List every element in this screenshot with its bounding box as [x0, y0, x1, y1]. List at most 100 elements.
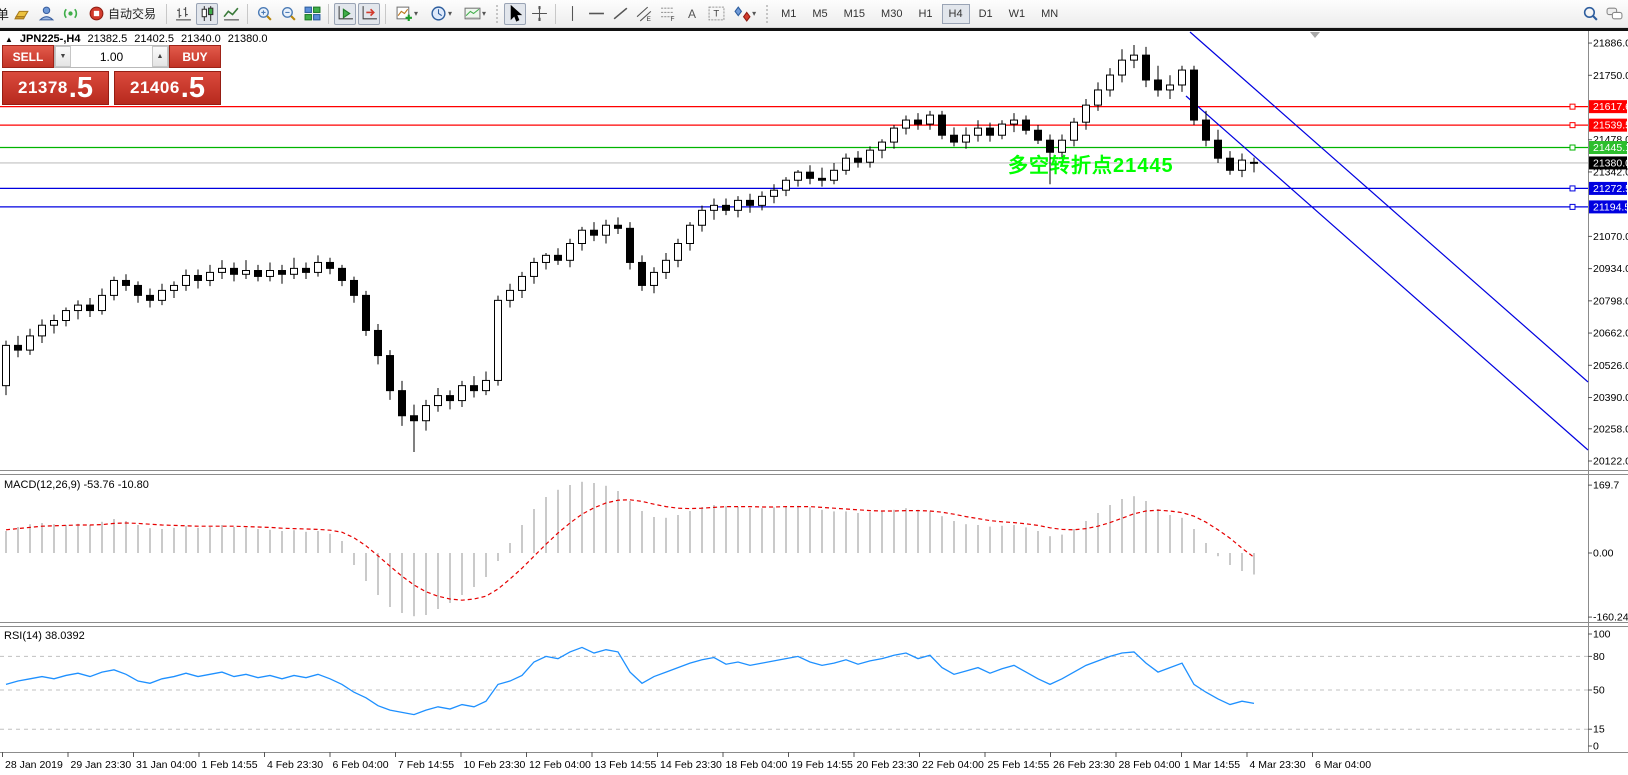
trendline-tool[interactable]: [609, 3, 631, 25]
candle-body: [86, 304, 94, 312]
candle-body: [206, 271, 214, 281]
candle-body: [686, 224, 694, 244]
autotrade-button[interactable]: 自动交易: [83, 3, 161, 25]
tab-timeframe-W1[interactable]: W1: [1008, 7, 1026, 20]
toolbar-drag-handle[interactable]: [495, 3, 501, 24]
hline-handle[interactable]: [1569, 144, 1576, 151]
candle-body: [182, 274, 190, 286]
tab-timeframe-MN[interactable]: MN: [1041, 7, 1059, 20]
candle-body: [830, 169, 838, 181]
hline-handle[interactable]: [1569, 185, 1576, 192]
zoom-out-button[interactable]: [277, 3, 299, 25]
shift-marker-icon[interactable]: [1310, 32, 1320, 38]
macd-header: MACD(12,26,9) -53.76 -10.80: [4, 479, 149, 491]
pane-separator[interactable]: [0, 474, 1628, 475]
price-tick-label: 20662.0: [1593, 328, 1628, 340]
tile-windows-button[interactable]: [301, 3, 323, 25]
cursor-button[interactable]: [504, 2, 527, 25]
tab-timeframe-M30[interactable]: M30: [881, 7, 903, 20]
rsi-line: [5, 646, 1255, 716]
volume-increase-button[interactable]: ▲: [152, 46, 168, 67]
tab-timeframe-D1[interactable]: D1: [978, 7, 993, 20]
price-tick-label: 20798.0: [1593, 295, 1628, 307]
sell-button[interactable]: SELL: [2, 45, 54, 68]
equidistant-channel-icon: E: [636, 6, 651, 22]
candle-chart-button[interactable]: [196, 2, 219, 25]
buy-button[interactable]: BUY: [169, 45, 221, 68]
vertical-line-tool[interactable]: [561, 3, 583, 25]
tab-timeframe-H4[interactable]: H4: [941, 3, 970, 24]
cursor-arrow-icon: [510, 5, 522, 22]
fibonacci-tool[interactable]: F: [657, 3, 679, 25]
tab-timeframe-H1[interactable]: H1: [918, 7, 933, 20]
candle-body: [1022, 119, 1030, 131]
buy-price-display[interactable]: 21406 .5: [114, 71, 221, 105]
templates-button[interactable]: ▾: [459, 3, 491, 25]
new-order-button[interactable]: 单: [0, 7, 10, 22]
candle-body: [914, 119, 922, 125]
auto-scroll-button[interactable]: [334, 2, 357, 25]
buy-price-frac: .5: [180, 71, 205, 104]
sell-price-display[interactable]: 21378 .5: [2, 71, 109, 105]
crosshair-button[interactable]: [528, 3, 550, 25]
price-badge: [1589, 141, 1627, 155]
hline-handle[interactable]: [1569, 122, 1576, 129]
dropdown-arrow-icon: ▾: [414, 9, 419, 18]
candle-body: [758, 195, 766, 206]
dropdown-arrow-icon: ▾: [448, 9, 453, 18]
zoom-in-button[interactable]: [253, 3, 275, 25]
hline-handle[interactable]: [1569, 103, 1576, 110]
tab-timeframe-M1[interactable]: M1: [781, 7, 797, 20]
tab-timeframe-M15[interactable]: M15: [843, 7, 866, 20]
time-axis-label: 4 Feb 23:30: [267, 759, 323, 771]
chart-annotation-text[interactable]: 多空转折点21445: [1008, 155, 1174, 177]
periods-button[interactable]: ▾: [425, 3, 457, 25]
text-label-tool[interactable]: T: [705, 3, 727, 25]
candle-body: [806, 171, 814, 179]
indicators-icon: [396, 6, 412, 21]
hline-handle[interactable]: [1569, 203, 1576, 210]
candle-body: [14, 344, 22, 351]
candle-body: [98, 294, 106, 312]
candle-body: [122, 279, 130, 286]
search-button[interactable]: [1579, 3, 1601, 25]
trendline-1[interactable]: [1189, 31, 1589, 383]
toolbar-drag-handle[interactable]: [765, 3, 771, 24]
candle-body: [530, 261, 538, 277]
bar-chart-button[interactable]: [172, 3, 194, 25]
pane-separator[interactable]: [0, 470, 1628, 471]
candle-body: [338, 267, 346, 281]
volume-decrease-button[interactable]: ▼: [55, 46, 71, 67]
trendline-2[interactable]: [1185, 95, 1589, 451]
candle-body: [170, 284, 178, 291]
price-badge: [1589, 200, 1627, 214]
time-axis-label: 6 Feb 04:00: [333, 759, 389, 771]
time-axis-label: 13 Feb 14:55: [595, 759, 657, 771]
time-axis-label: 14 Feb 23:30: [660, 759, 722, 771]
signals-button[interactable]: [59, 3, 81, 25]
arrows-tool[interactable]: ▾: [729, 3, 761, 25]
horizontal-line-tool[interactable]: [585, 3, 607, 25]
candle-body: [638, 261, 646, 286]
tab-timeframe-M5[interactable]: M5: [812, 7, 828, 20]
channel-tool[interactable]: E: [633, 3, 655, 25]
volume-input[interactable]: 1.00: [71, 46, 152, 67]
indicators-button[interactable]: ▾: [391, 3, 423, 25]
candle-body: [890, 127, 898, 143]
chat-button[interactable]: [1603, 3, 1625, 25]
candle-body: [50, 320, 58, 326]
candle-body: [482, 379, 490, 392]
candle-body: [158, 289, 166, 301]
accounts-button[interactable]: [35, 3, 57, 25]
pane-separator[interactable]: [0, 626, 1628, 627]
chart-shift-button[interactable]: [358, 2, 381, 25]
panel-collapse-arrow[interactable]: ▲: [5, 34, 13, 44]
text-tool[interactable]: A: [681, 3, 703, 25]
candle-body: [626, 227, 634, 263]
pane-separator[interactable]: [0, 622, 1628, 623]
candle-body: [134, 284, 142, 296]
candle-body: [350, 279, 358, 296]
line-chart-button[interactable]: [220, 3, 242, 25]
new-order-icon-button[interactable]: [11, 3, 33, 25]
